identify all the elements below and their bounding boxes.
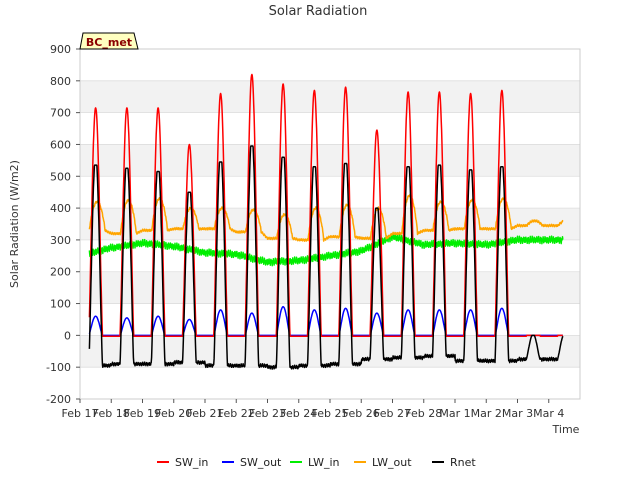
x-tick-label: Feb 20 (155, 407, 192, 420)
x-tick-label: Feb 22 (218, 407, 255, 420)
x-tick-label: Feb 26 (343, 407, 380, 420)
y-tick-label: 600 (50, 138, 71, 151)
y-tick-label: 900 (50, 43, 71, 56)
x-tick-label: Feb 24 (280, 407, 317, 420)
legend-item-lw-in: LW_in (290, 456, 340, 469)
x-tick-label: Feb 19 (124, 407, 161, 420)
series-line-lw-out (88, 194, 564, 242)
y-tick-label: 400 (50, 202, 71, 215)
legend: SW_in SW_out LW_in LW_out Rnet (157, 456, 476, 469)
y-axis-label: Solar Radiation (W/m2) (8, 160, 21, 288)
x-tick-label: Feb 25 (312, 407, 349, 420)
series-layer (88, 73, 564, 370)
grid-band (80, 80, 580, 113)
y-tick-label: 300 (50, 234, 71, 247)
legend-item-lw-out: LW_out (354, 456, 412, 469)
station-badge: BC_met (79, 32, 139, 50)
grid-band (80, 335, 580, 368)
y-tick-label: -200 (46, 393, 71, 406)
y-axis-ticks: -200 -100 0 100 200 300 400 500 600 700 800 900 (46, 43, 80, 406)
x-tick-label: Feb 18 (93, 407, 130, 420)
y-tick-label: 200 (50, 266, 71, 279)
legend-item-rnet: Rnet (432, 456, 476, 469)
x-tick-label: Mar 4 (533, 407, 564, 420)
y-tick-label: 700 (50, 107, 71, 120)
station-badge-box (79, 32, 139, 50)
grid-band (80, 271, 580, 304)
x-tick-label: Feb 17 (62, 407, 99, 420)
grid-bands (80, 80, 580, 368)
legend-label: SW_out (240, 456, 282, 469)
y-tick-label: 0 (64, 329, 71, 342)
legend-label: LW_out (372, 456, 412, 469)
series-line-sw-out (88, 305, 564, 337)
legend-label: LW_in (308, 456, 340, 469)
series-line-lw-in (88, 232, 564, 267)
legend-label: SW_in (175, 456, 208, 469)
legend-item-sw-in: SW_in (157, 456, 208, 469)
x-tick-label: Mar 2 (471, 407, 502, 420)
x-tick-label: Mar 1 (439, 407, 470, 420)
station-badge-text: BC_met (86, 36, 132, 49)
x-tick-label: Mar 3 (502, 407, 533, 420)
series-line-sw-in (88, 73, 564, 338)
x-tick-label: Feb 23 (249, 407, 286, 420)
series-line-rnet (88, 145, 564, 370)
y-tick-label: 100 (50, 298, 71, 311)
y-tick-label: 800 (50, 75, 71, 88)
x-tick-label: Feb 21 (187, 407, 224, 420)
y-tick-label: 500 (50, 170, 71, 183)
legend-item-sw-out: SW_out (222, 456, 282, 469)
x-tick-label: Feb 27 (374, 407, 411, 420)
chart-title: Solar Radiation (269, 4, 368, 19)
grid-band (80, 144, 580, 177)
y-tick-label: -100 (46, 361, 71, 374)
x-axis-label: Time (552, 423, 580, 436)
legend-label: Rnet (450, 456, 476, 469)
x-tick-label: Feb 28 (405, 407, 442, 420)
